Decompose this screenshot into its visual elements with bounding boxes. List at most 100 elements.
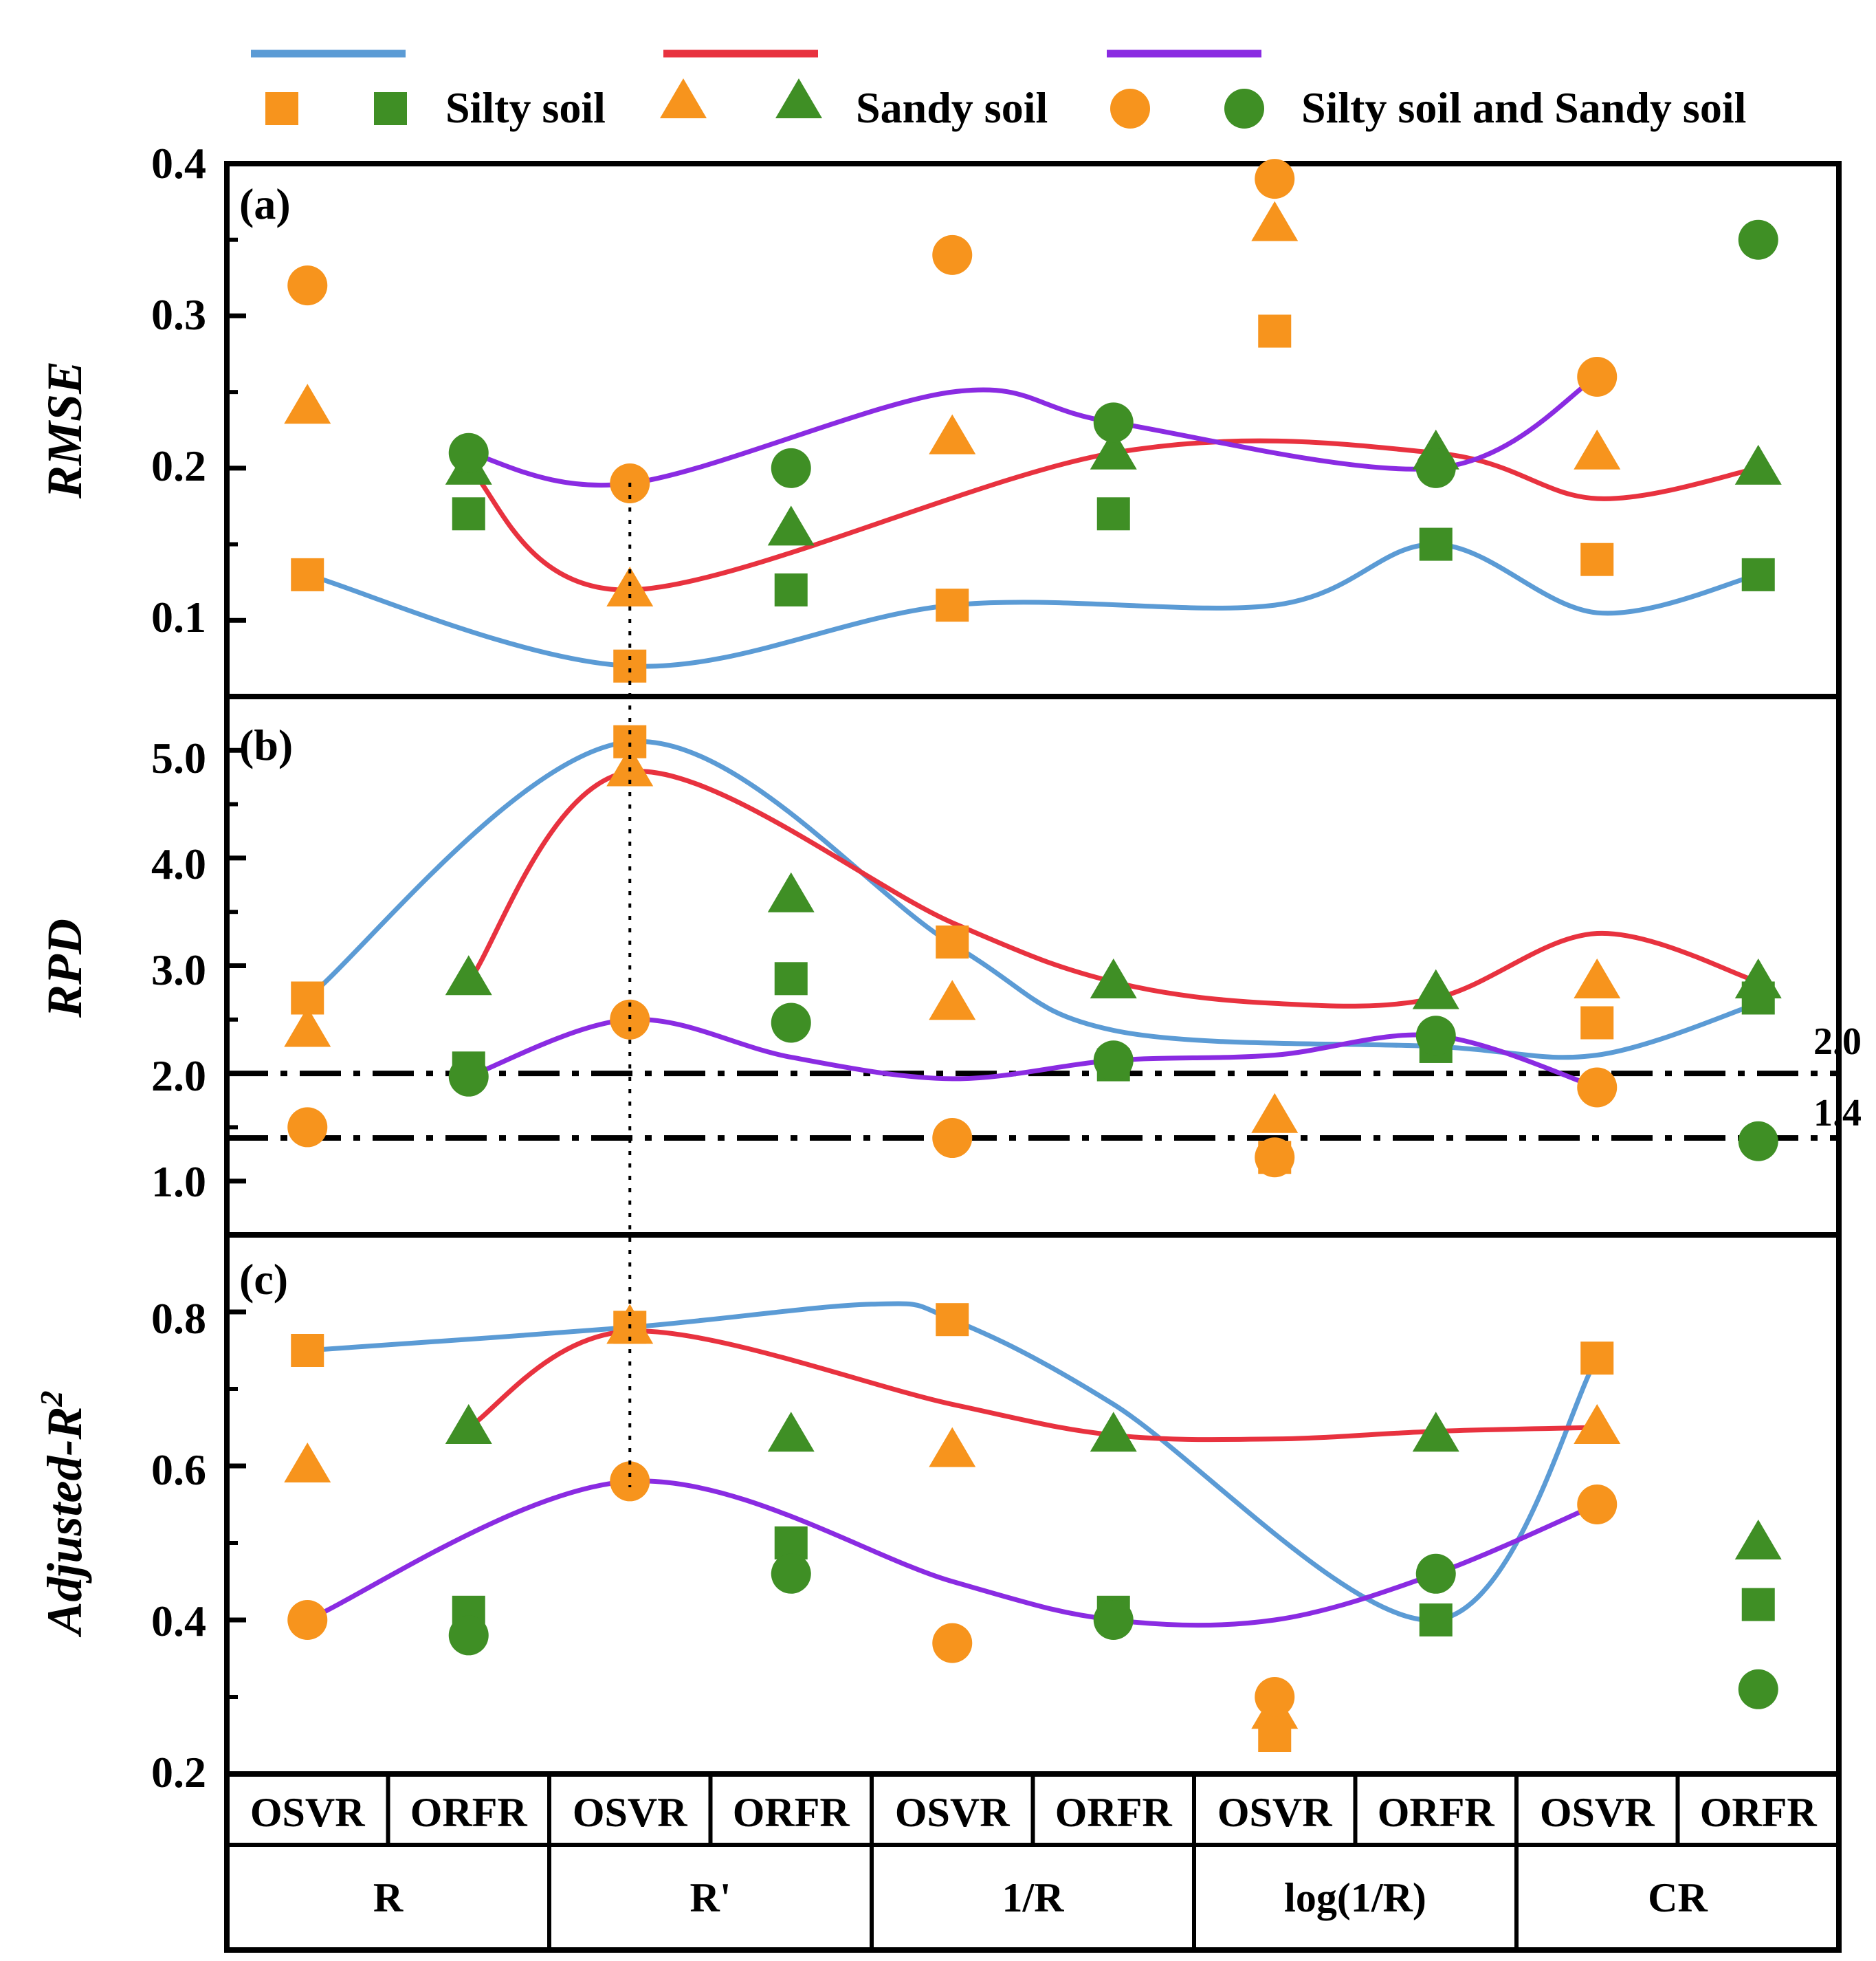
legend-square-green-icon [374,92,407,125]
marker-triangle-2 [606,1304,654,1344]
marker-square-9 [1741,1588,1775,1621]
marker-square-8 [1580,1006,1614,1040]
marker-triangle-3 [767,1412,815,1452]
marker-circle-0 [287,1107,328,1148]
panel-a-ytick-label-0: 0.1 [151,593,206,642]
model-label-7: ORFR [1378,1790,1495,1835]
marker-circle-9 [1738,1121,1778,1161]
marker-triangle-0 [284,1443,331,1482]
marker-square-0 [291,1334,324,1367]
curve-purple [305,1478,1600,1628]
panel-a-ytick-label-1: 0.2 [151,441,206,490]
panel-c-ytick-label-1: 0.4 [151,1597,206,1645]
marker-triangle-9 [1734,1520,1782,1559]
panel-c-tag: (c) [239,1255,288,1304]
panel-b-ytick-label-3: 4.0 [151,840,206,888]
marker-triangle-2 [606,746,654,787]
marker-square-7 [1419,1603,1453,1636]
marker-circle-2 [610,999,650,1040]
marker-square-3 [774,962,808,996]
marker-circle-4 [932,1623,973,1663]
marker-square-4 [936,1303,969,1337]
panel-b-rpd: (b) RPD 1.0 2.0 3.0 4.0 5.0 2.0 1.4 [37,694,1862,1238]
marker-triangle-4 [929,414,976,454]
marker-triangle-9 [1734,444,1782,485]
marker-triangle-5 [1090,1412,1137,1452]
marker-circle-7 [1415,1016,1456,1056]
panel-b-tag: (b) [239,721,293,769]
marker-square-5 [1096,497,1130,531]
marker-circle-8 [1577,1485,1618,1524]
model-label-5: ORFR [1055,1790,1173,1835]
panel-b-ytick-label-1: 2.0 [151,1051,206,1100]
marker-triangle-4 [929,1427,976,1467]
marker-triangle-4 [929,980,976,1020]
category-table: OSVR ORFR OSVR ORFR OSVR ORFR OSVR ORFR OSVR ORFR… [224,1771,1842,1953]
marker-square-0 [291,558,324,591]
marker-triangle-8 [1574,429,1621,470]
group-label-3: log(1/R) [1284,1875,1426,1920]
marker-circle-6 [1255,1677,1295,1717]
marker-triangle-8 [1574,958,1621,998]
marker-circle-0 [287,265,328,306]
panel-c-ytick-label-2: 0.6 [151,1445,206,1494]
marker-square-8 [1580,543,1614,576]
marker-circle-4 [932,234,973,275]
group-label-2: 1/R [1002,1875,1065,1920]
curve-red [466,438,1761,593]
panel-a-ytick-label-3: 0.4 [151,139,206,188]
marker-circle-0 [287,1600,328,1640]
marker-square-3 [774,573,808,606]
marker-triangle-3 [767,872,815,912]
panel-c-ylabel-group: Adjusted-R2 [34,1390,92,1637]
legend-circle-green-icon [1224,89,1264,129]
legend-label-both: Silty soil and Sandy soil [1301,83,1746,132]
model-label-0: OSVR [250,1790,365,1835]
legend-circle-orange-icon [1110,89,1150,129]
marker-circle-5 [1093,402,1134,443]
marker-circle-9 [1738,219,1778,260]
marker-circle-7 [1415,448,1456,488]
model-label-3: ORFR [733,1790,850,1835]
marker-circle-4 [932,1118,973,1159]
marker-triangle-6 [1251,1093,1299,1133]
marker-circle-1 [448,432,489,473]
marker-circle-2 [610,1461,650,1502]
panel-b-ylabel: RPD [37,919,92,1018]
marker-square-8 [1580,1341,1614,1375]
panel-a-tag: (a) [239,179,291,228]
panel-b-ytick-label-2: 3.0 [151,945,206,994]
marker-circle-7 [1415,1553,1456,1594]
marker-triangle-2 [606,567,654,606]
model-label-1: ORFR [410,1790,528,1835]
marker-triangle-8 [1574,1404,1621,1444]
panel-a-ylabel: RMSE [37,361,92,499]
marker-circle-8 [1577,1067,1618,1108]
panel-c-ytick-label-0: 0.2 [151,1748,206,1797]
marker-circle-3 [771,1553,811,1594]
legend-triangle-green-icon [775,78,822,118]
panel-c-ylabel-sup: 2 [34,1390,69,1407]
panel-c-ylabel: Adjusted-R [37,1406,92,1637]
panel-a-rmse: (a) RMSE 0.1 0.2 0.3 0.4 [37,139,1842,699]
panel-a-ytick-label-2: 0.3 [151,290,206,339]
legend: Silty soil Sandy soil Silty soil and San… [251,50,1746,132]
model-label-2: OSVR [573,1790,687,1835]
marker-square-7 [1419,527,1453,561]
panel-c-adjusted-r2: (c) Adjusted-R2 0.2 0.4 0.6 0.8 [34,1232,1842,1797]
marker-square-4 [936,589,969,622]
group-label-0: R [373,1875,404,1920]
marker-triangle-5 [1090,429,1137,470]
category-table-cells: OSVR ORFR OSVR ORFR OSVR ORFR OSVR ORFR OSVR ORFR… [250,1774,1817,1950]
marker-triangle-5 [1090,958,1137,998]
marker-circle-3 [771,448,811,488]
marker-triangle-7 [1412,1412,1459,1452]
panel-b-ytick-label-0: 1.0 [151,1157,206,1206]
model-label-6: OSVR [1217,1790,1332,1835]
group-label-4: CR [1648,1875,1708,1920]
marker-triangle-7 [1412,969,1459,1009]
legend-label-silty: Silty soil [445,83,606,132]
curve-red [466,1328,1600,1443]
marker-circle-6 [1255,159,1295,199]
